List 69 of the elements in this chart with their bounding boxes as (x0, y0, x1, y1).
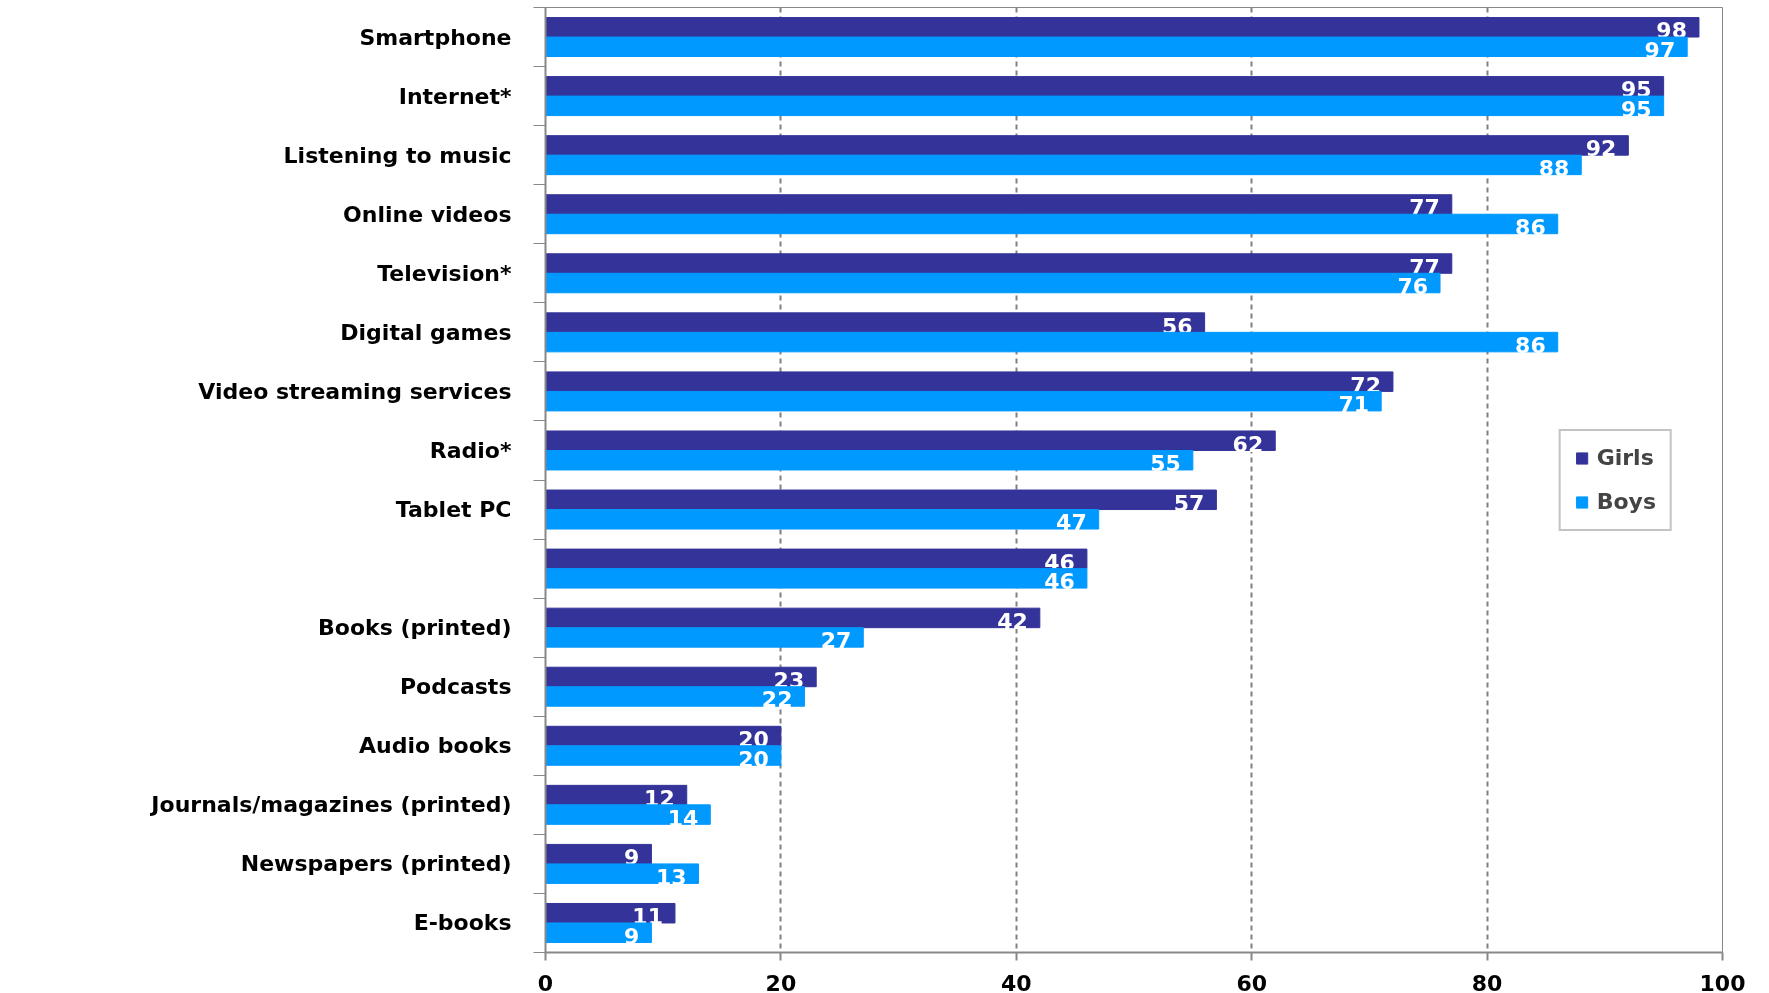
y-tick-label: Smartphone (359, 24, 512, 50)
data-label: 56 (1162, 313, 1193, 339)
bar (545, 135, 1629, 156)
data-label: 22 (761, 687, 793, 713)
y-tick-label: Radio* (429, 437, 512, 463)
bar (545, 863, 700, 884)
data-label: 76 (1397, 274, 1429, 300)
y-tick-label: Podcasts (399, 674, 512, 700)
bar (545, 331, 1559, 353)
y-tick-label: Listening to music (283, 142, 512, 168)
bar (545, 95, 1665, 117)
x-tick-label: 40 (1000, 970, 1032, 993)
y-tick-label: Books (printed) (318, 615, 512, 641)
data-label: 46 (1044, 569, 1075, 595)
data-label: 9 (624, 923, 640, 949)
data-label: 92 (1585, 136, 1617, 162)
bar (545, 449, 1194, 471)
y-tick-label: E-books (413, 910, 512, 936)
bar (545, 548, 1088, 570)
y-tick-label: Television* (377, 260, 512, 286)
y-tick-label: Digital games (340, 319, 512, 345)
bar (545, 213, 1559, 235)
y-tick-label: Newspapers (printed) (240, 851, 512, 877)
bar (545, 627, 864, 648)
bar (545, 194, 1453, 215)
y-tick-label: Journals/magazines (printed) (149, 792, 512, 818)
data-label: 97 (1644, 37, 1676, 63)
x-tick-label: 0 (537, 970, 554, 993)
bar (545, 745, 782, 766)
x-tick-label: 20 (765, 970, 797, 993)
bar (545, 312, 1206, 333)
data-label: 77 (1409, 195, 1440, 221)
bar (545, 509, 1100, 530)
bar (545, 489, 1217, 511)
x-tick-label: 80 (1471, 970, 1503, 993)
bar (545, 371, 1394, 392)
bar (545, 253, 1453, 274)
data-label: 42 (997, 608, 1028, 634)
data-label: 71 (1338, 392, 1370, 418)
bar (545, 76, 1665, 97)
data-label: 47 (1056, 510, 1087, 536)
data-label: 86 (1515, 333, 1546, 359)
y-tick-label: Internet* (398, 83, 512, 109)
bar (545, 36, 1688, 58)
data-label: 88 (1538, 155, 1570, 181)
bar (545, 390, 1382, 412)
y-tick-label: Audio books (359, 733, 512, 759)
data-label: 57 (1173, 490, 1205, 516)
bar (545, 154, 1582, 176)
bar (545, 17, 1700, 38)
bar (545, 804, 711, 825)
bar (545, 430, 1276, 451)
data-label: 27 (820, 628, 852, 654)
data-label: 95 (1621, 96, 1652, 122)
y-tick-label: Online videos (343, 201, 512, 227)
bar (545, 568, 1088, 589)
x-tick-label: 60 (1236, 970, 1268, 993)
y-tick-label: Video streaming services (198, 378, 512, 404)
x-tick-label: 100 (1699, 970, 1746, 993)
bar (545, 607, 1041, 629)
bar (545, 272, 1441, 294)
bar (545, 686, 805, 707)
data-label: 9 (624, 845, 640, 871)
legend-label: Boys (1596, 488, 1656, 515)
bar (545, 922, 652, 943)
legend-label: Girls (1596, 444, 1654, 471)
data-label: 55 (1150, 451, 1181, 477)
y-tick-label: Tablet PC (395, 497, 512, 523)
data-label: 86 (1515, 214, 1546, 240)
